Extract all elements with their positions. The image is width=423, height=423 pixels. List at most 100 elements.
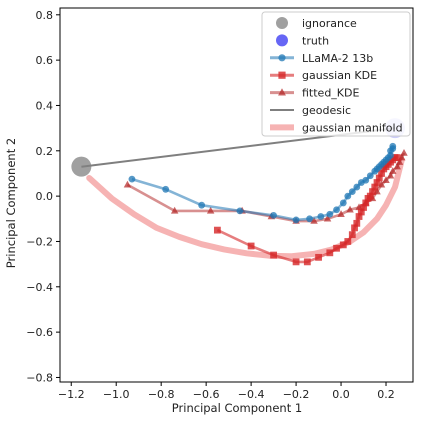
- gaussian-kde-point-10: [348, 231, 356, 239]
- gaussian-kde-point-9: [344, 238, 352, 245]
- x-tick-label-5: −0.2: [283, 388, 310, 401]
- gaussian-kde-point-8: [339, 241, 347, 249]
- gaussian-kde-point-1: [247, 242, 255, 250]
- fitted-kde-point-1: [170, 206, 179, 214]
- gaussian-kde-point-12: [353, 219, 361, 227]
- legend: ignorance truth LLaMA-2 13b gaussian KDE fit…: [261, 11, 411, 137]
- llama-2-13b-point-7: [317, 213, 325, 220]
- llama-2-13b-point-1: [162, 185, 170, 193]
- legend-item-ignorance: ignorance: [276, 17, 357, 30]
- llama-2-13b-point-16: [366, 172, 374, 180]
- llama-2-13b-legend-marker: [278, 54, 286, 62]
- truth-legend-swatch: [276, 34, 288, 47]
- gaussian-kde-point-5: [315, 253, 322, 261]
- x-tick-label-7: 0.2: [377, 388, 395, 401]
- llama-2-13b-point-27: [389, 142, 397, 150]
- y-axis-label: Principal Component 2: [4, 138, 18, 268]
- llama-2-13b-point-2: [198, 201, 206, 209]
- series-ignorance: [71, 156, 92, 177]
- llama-2-13b-point-11: [344, 192, 352, 200]
- llama-2-13b-point-10: [339, 199, 347, 207]
- gaussian-kde-point-16: [362, 199, 370, 207]
- fitted-kde-point-19: [395, 158, 404, 165]
- gaussian-kde-point-6: [326, 249, 334, 257]
- gaussian-kde-point-22: [375, 174, 383, 182]
- y-tick-label-0: −0.8: [26, 371, 53, 384]
- x-tick-label-6: 0.0: [332, 388, 350, 401]
- gaussian-kde-point-21: [373, 179, 381, 186]
- truth-legend-label: truth: [302, 34, 329, 47]
- fitted-kde-point-7: [323, 214, 332, 222]
- fitted-kde-legend-marker: [278, 88, 286, 96]
- legend-item-llama-2-13b: LLaMA-2 13b: [270, 52, 373, 65]
- llama-2-13b-point-15: [362, 176, 370, 184]
- series-gaussian-kde: [213, 154, 401, 266]
- x-tick-label-0: −1.2: [58, 388, 85, 401]
- llama-2-13b-point-4: [270, 212, 277, 219]
- plot-frame: [59, 7, 414, 383]
- gaussian-kde-point-19: [369, 188, 376, 195]
- legend-item-gaussian-kde: gaussian KDE: [270, 69, 377, 82]
- x-tick-label-3: −0.6: [193, 388, 220, 401]
- geodesic-legend-label: geodesic: [302, 104, 351, 117]
- llama-2-13b-point-8: [326, 210, 334, 218]
- gaussian-kde-point-23: [378, 170, 385, 177]
- gaussian-kde-point-13: [355, 213, 363, 220]
- llama-2-13b-legend-label: LLaMA-2 13b: [302, 52, 373, 65]
- llama-2-13b-point-0: [128, 175, 136, 183]
- fitted-kde-point-16: [386, 171, 395, 179]
- fitted-kde-point-17: [389, 167, 397, 174]
- legend-item-fitted-kde: fitted_KDE: [270, 87, 359, 100]
- y-tick-label-6: 0.4: [36, 99, 54, 112]
- x-axis-label: Principal Component 1: [172, 401, 302, 415]
- ignorance-point-0: [71, 156, 92, 177]
- gaussian-kde-point-11: [351, 224, 358, 232]
- llama-2-13b-point-9: [333, 206, 340, 214]
- y-tick-label-2: −0.4: [26, 281, 53, 294]
- y-tick-label-1: −0.6: [26, 326, 53, 339]
- gaussian-kde-point-18: [366, 192, 374, 200]
- fitted-kde-point-2: [206, 206, 215, 214]
- gaussian-kde-point-0: [213, 226, 221, 234]
- gaussian-kde-point-15: [360, 204, 367, 211]
- y-tick-label-7: 0.6: [36, 54, 54, 67]
- gaussian-kde-point-30: [393, 154, 401, 161]
- plot-area: [71, 118, 408, 266]
- gaussian-kde-legend-marker: [278, 71, 286, 79]
- llama-2-13b-point-6: [306, 215, 313, 223]
- y-tick-label-3: −0.2: [26, 235, 53, 248]
- fitted-kde-point-15: [382, 176, 390, 183]
- ignorance-legend-swatch: [276, 17, 288, 29]
- x-tick-label-2: −0.8: [148, 388, 175, 401]
- legend-item-gaussian-manifold: gaussian manifold: [270, 121, 403, 134]
- x-tick-label-1: −1.0: [103, 388, 130, 401]
- gaussian-kde-point-14: [357, 208, 365, 216]
- fitted-kde-point-8: [337, 210, 345, 217]
- y-tick-label-8: 0.8: [36, 9, 54, 22]
- legend-item-geodesic: geodesic: [270, 104, 351, 117]
- gaussian-kde-point-4: [303, 258, 311, 266]
- llama-2-13b-point-13: [353, 183, 361, 191]
- gaussian-manifold-legend-label: gaussian manifold: [302, 121, 403, 134]
- axes: Principal Component 1 Principal Componen…: [4, 7, 414, 415]
- gaussian-kde-point-3: [292, 258, 300, 266]
- fitted-kde-point-18: [393, 162, 402, 170]
- llama-2-13b-point-3: [236, 207, 244, 215]
- llama-2-13b-point-12: [348, 188, 356, 196]
- y-tick-label-4: 0.0: [36, 190, 54, 203]
- legend-box: [261, 11, 411, 137]
- x-tick-label-4: −0.4: [238, 388, 265, 401]
- llama-2-13b-point-5: [292, 216, 300, 224]
- ignorance-legend-label: ignorance: [302, 17, 357, 30]
- fitted-kde-legend-label: fitted_KDE: [302, 87, 359, 100]
- fitted-kde-point-21: [400, 148, 408, 156]
- fitted-kde-point-9: [346, 205, 354, 213]
- gaussian-kde-point-7: [333, 244, 340, 252]
- fitted-kde-point-6: [310, 216, 318, 224]
- gaussian-kde-legend-label: gaussian KDE: [302, 69, 377, 82]
- legend-item-truth: truth: [276, 34, 329, 47]
- series-llama-2-13b: [128, 142, 397, 224]
- gaussian-kde-point-2: [270, 251, 277, 259]
- y-tick-label-5: 0.2: [36, 145, 54, 158]
